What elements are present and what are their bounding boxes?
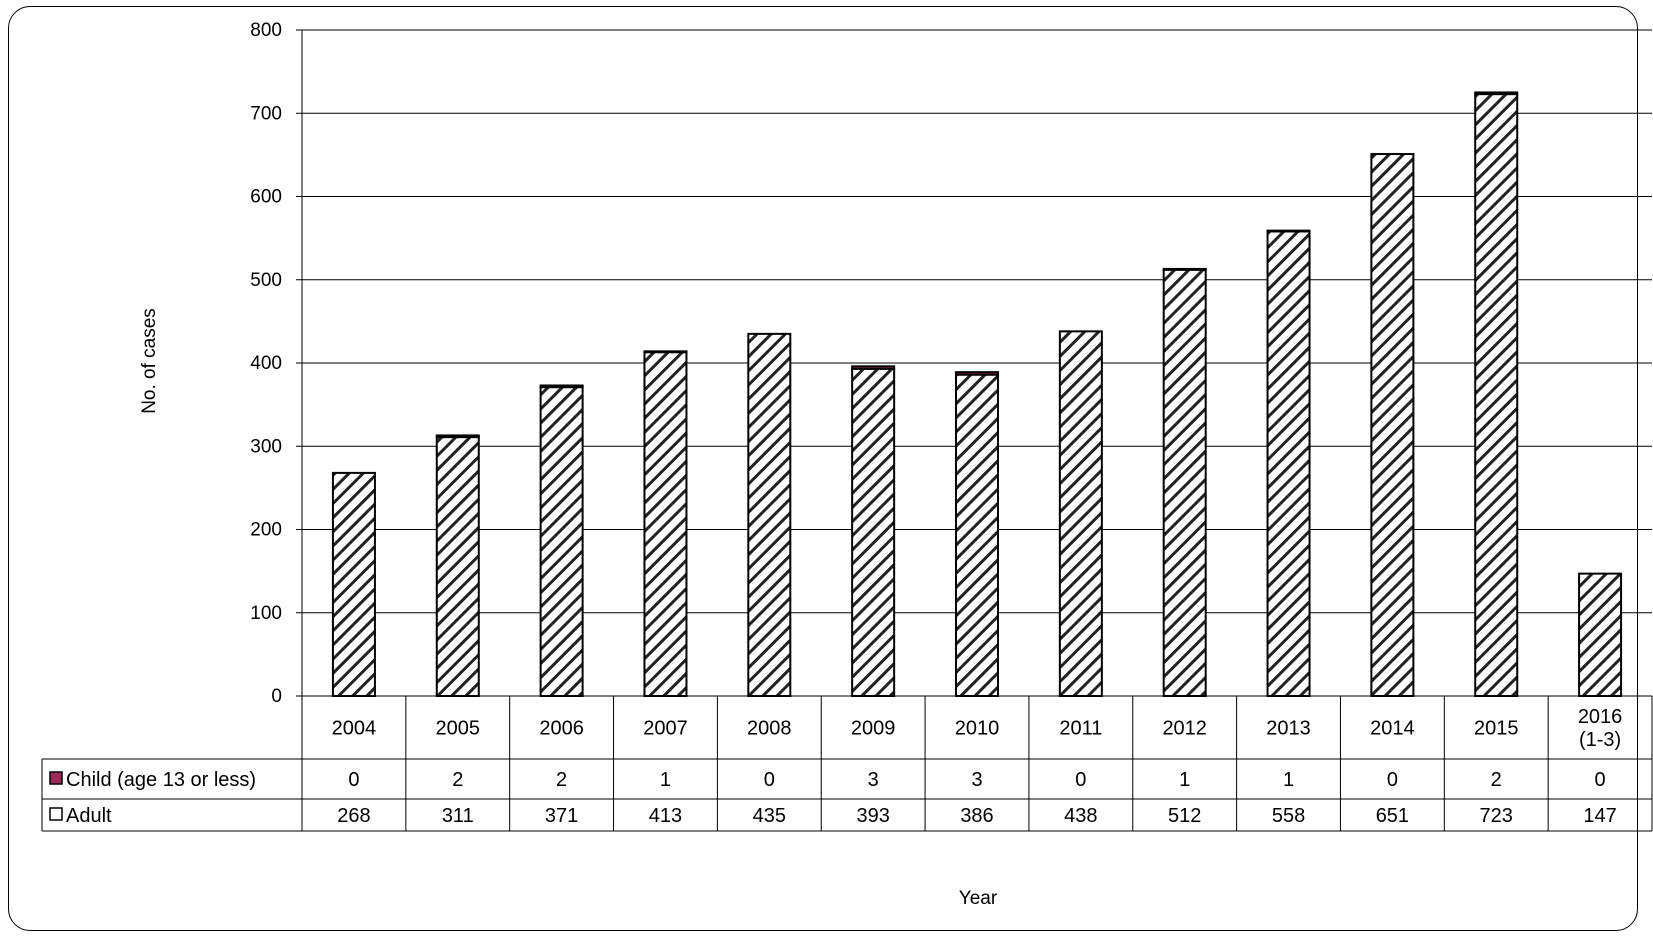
legend-label-child: Child (age 13 or less): [66, 769, 256, 791]
data-label-child: 2: [556, 769, 567, 791]
data-label-child: 2: [1491, 769, 1502, 791]
data-label-adult: 723: [1480, 805, 1513, 827]
bar-child: [1266, 229, 1311, 233]
data-label-child: 3: [868, 769, 879, 791]
x-tick-label: 2011: [1059, 718, 1102, 740]
bar-child: [1162, 267, 1207, 271]
bar-child: [435, 434, 480, 439]
x-tick-label: 2006: [539, 718, 584, 740]
bar-adult: [1578, 572, 1623, 697]
bars: [331, 91, 1623, 698]
data-label-child: 0: [764, 769, 775, 791]
bar-adult: [747, 332, 792, 697]
data-label-adult: 413: [649, 805, 682, 827]
bar-adult: [539, 386, 584, 697]
legend-label-adult: Adult: [66, 805, 112, 827]
bar-adult: [1058, 330, 1103, 697]
x-axis-label: Year: [959, 888, 998, 909]
data-label-child: 1: [1283, 769, 1294, 791]
x-tick-label: 2004: [332, 718, 377, 740]
data-label-adult: 371: [545, 805, 578, 827]
data-label-child: 1: [1179, 769, 1190, 791]
x-tick-label: 2008: [747, 718, 792, 740]
y-tick-label: 600: [250, 187, 282, 208]
y-tick-label: 0: [271, 686, 282, 707]
bar-adult: [331, 471, 376, 698]
y-tick-label: 200: [250, 520, 282, 541]
legend-key-adult: [49, 807, 63, 821]
y-tick-label: 800: [250, 20, 282, 41]
y-tick-label: 400: [250, 353, 282, 374]
bar-child: [851, 365, 896, 370]
bar-adult: [851, 367, 896, 697]
y-tick-label: 300: [250, 436, 282, 457]
legend-key-child: [49, 771, 63, 785]
x-tick-label: 2010: [955, 718, 1000, 740]
x-tick-label: 2009: [851, 718, 896, 740]
x-tick-label: 2007: [643, 718, 688, 740]
x-tick-label: 2016 (1-3): [1578, 706, 1623, 751]
bar-adult: [435, 436, 480, 697]
bar-adult: [955, 373, 999, 697]
data-label-child: 0: [1387, 769, 1398, 791]
bar-adult: [1162, 268, 1207, 697]
bar-child: [1474, 91, 1519, 96]
bar-child: [955, 371, 999, 376]
y-tick-label: 100: [250, 603, 282, 624]
data-label-child: 0: [1075, 769, 1086, 791]
data-label-adult: 651: [1376, 805, 1409, 827]
data-label-child: 3: [971, 769, 982, 791]
data-label-adult: 311: [442, 805, 474, 827]
y-tick-label: 700: [250, 103, 282, 124]
data-label-adult: 386: [960, 805, 993, 827]
data-table: 2004 2005 2006 2007 2008 2009 2010 2011 2012 2013…: [41, 695, 1653, 832]
bar-child: [643, 350, 688, 354]
bar-child: [539, 384, 584, 389]
data-label-adult: 147: [1583, 805, 1616, 827]
data-label-child: 0: [1595, 769, 1606, 791]
y-axis-label: No. of cases: [139, 308, 160, 414]
data-label-adult: 438: [1064, 805, 1097, 827]
data-label-adult: 393: [856, 805, 889, 827]
bar-adult: [1474, 93, 1519, 698]
data-label-adult: 435: [753, 805, 786, 827]
data-label-child: 2: [452, 769, 463, 791]
x-tick-label: 2005: [436, 718, 481, 740]
data-label-child: 1: [660, 769, 671, 791]
x-tick-label: 2014: [1370, 718, 1415, 740]
x-tick-label: 2012: [1162, 718, 1207, 740]
x-tick-label: 2013: [1266, 718, 1311, 740]
bar-adult: [1266, 230, 1311, 697]
data-label-child: 0: [348, 769, 359, 791]
y-axis-ticks: 0 100 200 300 400 500 600 700 800: [250, 20, 303, 707]
data-label-adult: 268: [337, 805, 370, 827]
y-tick-label: 500: [250, 270, 282, 291]
data-label-adult: 512: [1168, 805, 1201, 827]
bar-adult: [643, 351, 688, 697]
x-tick-label: 2015: [1474, 718, 1519, 740]
bar-adult: [1370, 153, 1415, 698]
chart-frame: [8, 6, 1638, 931]
data-label-adult: 558: [1272, 805, 1305, 827]
